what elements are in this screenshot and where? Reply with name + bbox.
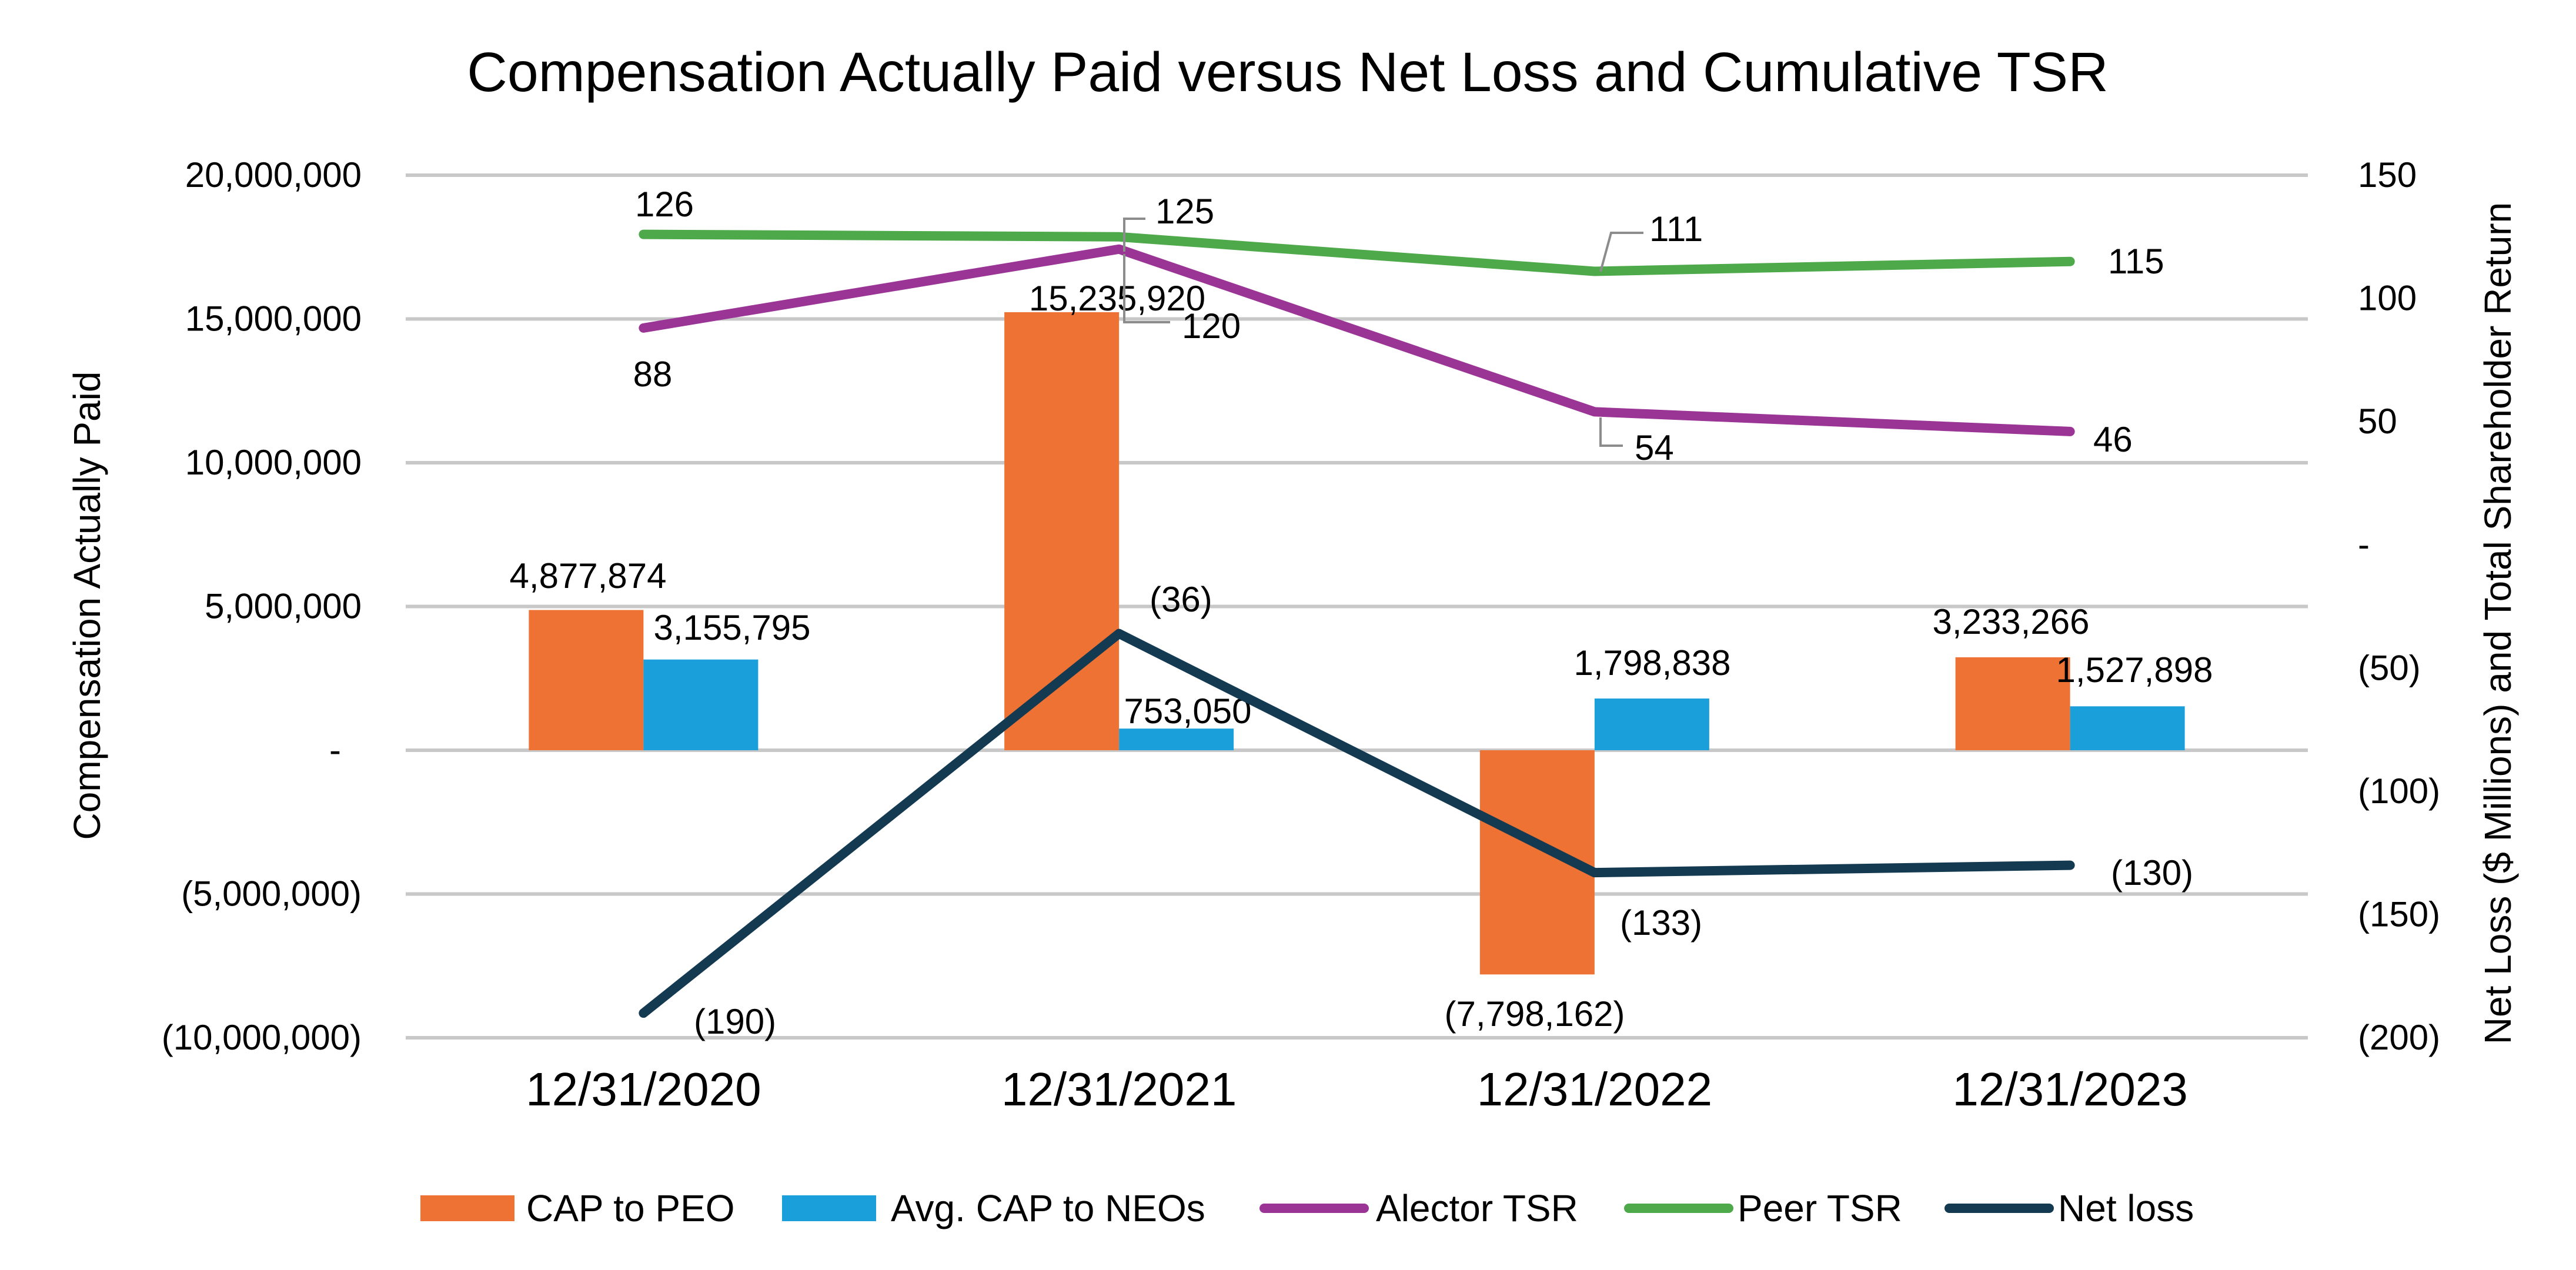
- legend-label: Alector TSR: [1376, 1187, 1578, 1229]
- line-alector-tsr: [639, 244, 2075, 436]
- y-right-tick-label: 100: [2358, 279, 2417, 318]
- bar-avg-cap-to-neos: [643, 659, 759, 750]
- line-data-label: 54: [1635, 428, 1674, 467]
- line-data-label: (190): [694, 1002, 776, 1041]
- line-data-label: (130): [2111, 853, 2193, 893]
- leader-line: [1123, 218, 1145, 252]
- y-right-axis-title: Net Loss ($ Millions) and Total Sharehol…: [2477, 202, 2519, 1044]
- legend-label: Peer TSR: [1738, 1187, 1902, 1229]
- y-right-tick-label: -: [2358, 525, 2370, 564]
- y-right-tick-label: (150): [2358, 894, 2440, 934]
- bar-data-label: 1,798,838: [1574, 643, 1731, 683]
- line-data-label: 115: [2108, 242, 2164, 281]
- legend-label: CAP to PEO: [526, 1187, 735, 1229]
- y-right-tick-label: 150: [2358, 155, 2417, 195]
- x-category-label: 12/31/2023: [1952, 1063, 2187, 1115]
- y-left-tick-label: (10,000,000): [162, 1018, 362, 1057]
- bar-cap-to-peo: [1955, 657, 2070, 750]
- y-left-tick-label: 20,000,000: [185, 155, 362, 195]
- legend-label: Net loss: [2058, 1187, 2194, 1229]
- x-category-label: 12/31/2022: [1477, 1063, 1712, 1115]
- y-left-tick-label: 5,000,000: [205, 587, 362, 626]
- y-left-tick-label: 10,000,000: [185, 443, 362, 482]
- y-left-tick-label: -: [329, 730, 341, 770]
- line-data-label: 120: [1182, 306, 1241, 346]
- y-right-tick-label: (50): [2358, 648, 2421, 687]
- line-peer-tsr: [639, 229, 2075, 276]
- bar-data-label: (7,798,162): [1445, 994, 1625, 1034]
- bar-avg-cap-to-neos: [1594, 698, 1709, 750]
- leader-line: [1599, 232, 1643, 272]
- bar-data-label: 753,050: [1124, 691, 1252, 731]
- bar-cap-to-peo: [529, 610, 644, 750]
- legend-swatch: [782, 1195, 876, 1221]
- line-data-label: 88: [633, 355, 673, 394]
- bar-data-label: 15,235,920: [1029, 279, 1205, 318]
- leader-line: [1123, 254, 1170, 323]
- y-left-tick-label: 15,000,000: [185, 299, 362, 339]
- bar-avg-cap-to-neos: [1119, 728, 1234, 750]
- legend-label: Avg. CAP to NEOs: [891, 1187, 1205, 1229]
- line-data-label: 46: [2093, 420, 2133, 459]
- y-left-tick-label: (5,000,000): [181, 874, 362, 914]
- leader-line: [1599, 417, 1623, 447]
- legend-swatch: [420, 1195, 514, 1221]
- line-data-label: (133): [1620, 903, 1702, 943]
- line-data-label: 125: [1155, 192, 1214, 231]
- y-right-tick-label: (200): [2358, 1018, 2440, 1057]
- y-left-axis-title: Compensation Actually Paid: [66, 372, 108, 840]
- line-data-label: (36): [1150, 580, 1212, 619]
- bar-data-label: 3,233,266: [1933, 602, 2090, 641]
- y-right-tick-label: (100): [2358, 771, 2440, 811]
- bar-data-label: 1,527,898: [2056, 650, 2213, 690]
- line-data-label: 111: [1649, 209, 1703, 249]
- bar-data-label: 3,155,795: [654, 608, 811, 647]
- x-category-label: 12/31/2020: [526, 1063, 761, 1115]
- line-net-loss: [639, 629, 2075, 1018]
- bar-avg-cap-to-neos: [2070, 706, 2185, 750]
- line-data-label: 126: [635, 185, 694, 224]
- x-category-label: 12/31/2021: [1001, 1063, 1237, 1115]
- chart-title: Compensation Actually Paid versus Net Lo…: [467, 41, 2109, 103]
- bar-data-label: 4,877,874: [510, 556, 667, 596]
- y-right-tick-label: 50: [2358, 402, 2397, 441]
